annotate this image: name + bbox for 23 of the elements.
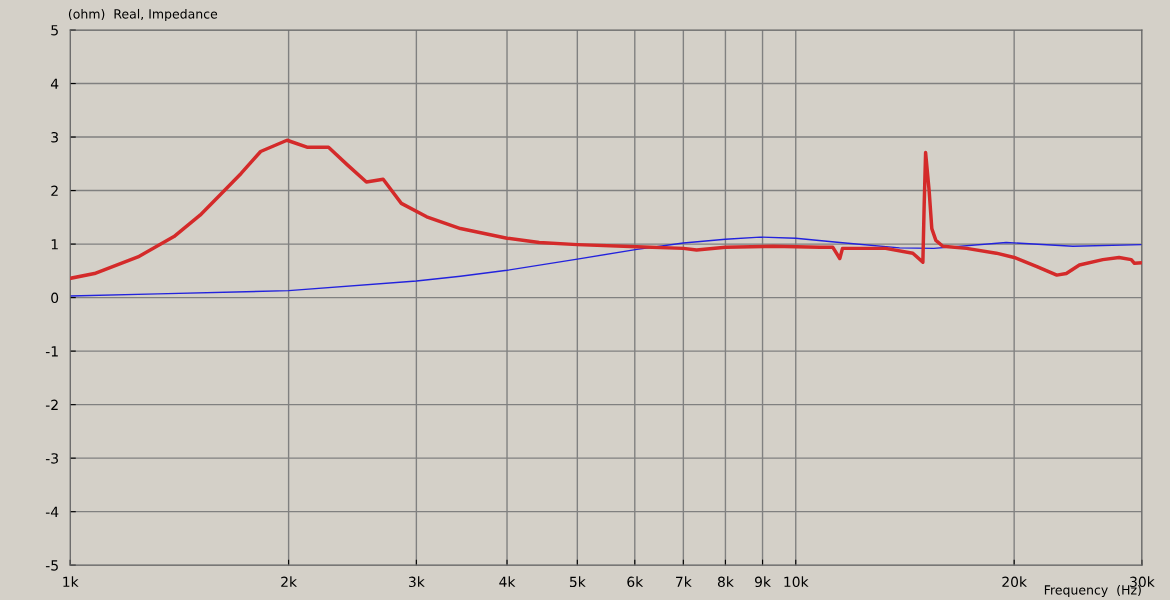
y-tick-label: -5: [45, 560, 58, 571]
x-tick-label: 1k: [63, 576, 79, 587]
x-tick-label: 6k: [627, 576, 644, 588]
y-tick-label: 0: [51, 292, 59, 304]
y-tick-label: -1: [45, 346, 58, 357]
x-tick-label: 9k: [754, 576, 771, 588]
x-tick-label: 7k: [676, 576, 692, 587]
x-tick-label: 20k: [1002, 576, 1027, 588]
chart-title: (ohm) Real, Impedance: [68, 8, 218, 22]
y-tick-label: 4: [50, 78, 59, 89]
x-tick-label: 8k: [717, 576, 734, 588]
y-tick-label: -3: [45, 453, 58, 464]
y-tick-label: 2: [51, 185, 58, 196]
x-tick-label: 3k: [408, 576, 425, 588]
y-tick-label: 5: [51, 25, 58, 36]
x-tick-label: 10k: [784, 576, 809, 588]
x-tick-label: 2k: [281, 576, 298, 587]
y-tick-label: -4: [45, 506, 59, 517]
x-tick-label: 5k: [569, 576, 586, 588]
x-tick-label: 4k: [499, 576, 516, 587]
y-tick-label: 1: [51, 239, 58, 250]
y-tick-label: -2: [45, 399, 58, 410]
y-tick-label: 3: [51, 132, 58, 143]
